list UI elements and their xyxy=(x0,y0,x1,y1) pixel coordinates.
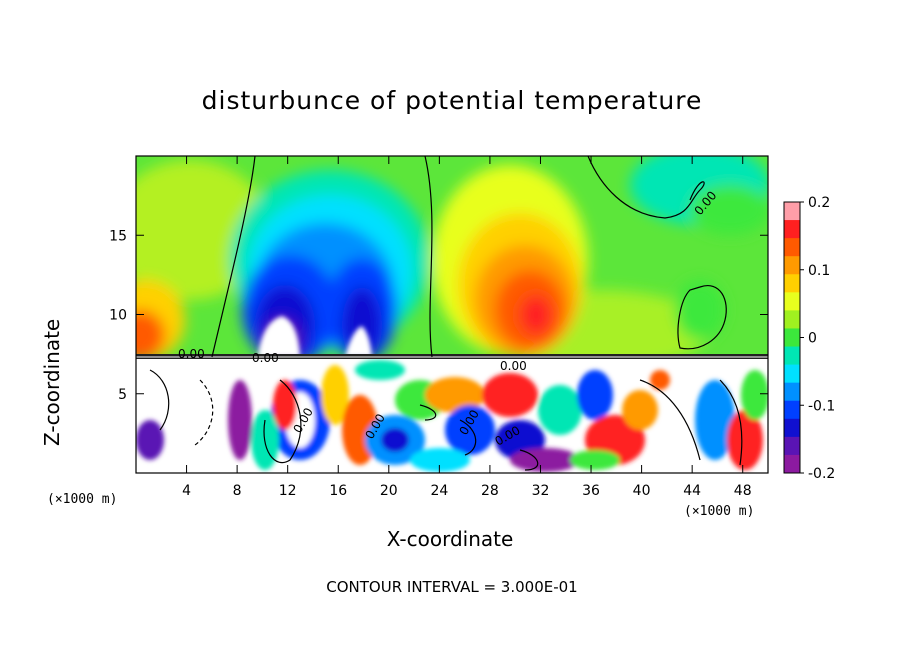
x-axis: 4 8 12 16 20 24 28 32 36 40 44 48 xyxy=(182,156,752,499)
contour-label-2: 0.00 xyxy=(252,351,279,365)
colorbar-tick-label: 0.2 xyxy=(808,195,830,211)
colorbar-tick-label: 0 xyxy=(808,331,817,347)
x-unit-right: (×1000 m) xyxy=(684,504,755,519)
x-tick-label: 44 xyxy=(683,483,701,499)
y-tick-label: 5 xyxy=(118,387,127,403)
x-tick-label: 36 xyxy=(582,483,600,499)
colorbar-swatch xyxy=(784,238,800,257)
colorbar-swatch xyxy=(784,274,800,293)
colorbar-swatch xyxy=(784,364,800,384)
chart-title: disturbunce of potential temperature xyxy=(201,86,703,115)
x-tick-label: 4 xyxy=(182,483,191,499)
colorbar-swatch xyxy=(784,418,800,438)
y-axis-title: Z-coordinate xyxy=(40,318,64,446)
x-axis-title: X-coordinate xyxy=(386,527,514,551)
contour-label-7: 0.00 xyxy=(500,359,527,373)
colorbar-swatch xyxy=(784,256,800,275)
colorbar: 0.2 0.1 0 -0.1 -0.2 xyxy=(783,195,835,482)
colorbar-swatch xyxy=(784,382,800,402)
colorbar-swatch xyxy=(784,454,800,474)
x-tick-label: 48 xyxy=(734,483,752,499)
x-tick-label: 8 xyxy=(233,483,242,499)
colorbar-tick-label: 0.1 xyxy=(808,263,830,279)
x-tick-label: 20 xyxy=(380,483,398,499)
colorbar-tick-label: -0.2 xyxy=(808,466,835,482)
colorbar-tick-label: -0.1 xyxy=(808,398,835,414)
x-tick-label: 24 xyxy=(430,483,448,499)
contour-label-1: 0.00 xyxy=(178,347,205,361)
colorbar-swatch xyxy=(784,328,800,348)
colorbar-swatch xyxy=(784,220,800,239)
heatmap-field xyxy=(136,156,768,473)
colorbar-swatch xyxy=(784,436,800,456)
lower-anomalies xyxy=(136,360,768,472)
y-axis: 5 10 15 xyxy=(109,228,768,403)
x-tick-label: 40 xyxy=(633,483,651,499)
y-tick-label: 10 xyxy=(109,308,127,324)
x-tick-label: 12 xyxy=(279,483,297,499)
contour-interval-note: CONTOUR INTERVAL = 3.000E-01 xyxy=(326,578,578,596)
x-tick-label: 28 xyxy=(481,483,499,499)
y-tick-label: 15 xyxy=(109,228,127,244)
colorbar-swatch xyxy=(784,310,800,329)
colorbar-swatch xyxy=(784,400,800,420)
contour-lines xyxy=(149,156,743,471)
x-tick-label: 32 xyxy=(532,483,550,499)
colorbar-swatch xyxy=(784,292,800,311)
colorbar-swatch xyxy=(784,346,800,366)
x-tick-label: 16 xyxy=(329,483,347,499)
x-unit-left: (×1000 m) xyxy=(47,492,118,507)
colorbar-swatch xyxy=(784,202,800,221)
upper-anomalies xyxy=(136,156,768,370)
